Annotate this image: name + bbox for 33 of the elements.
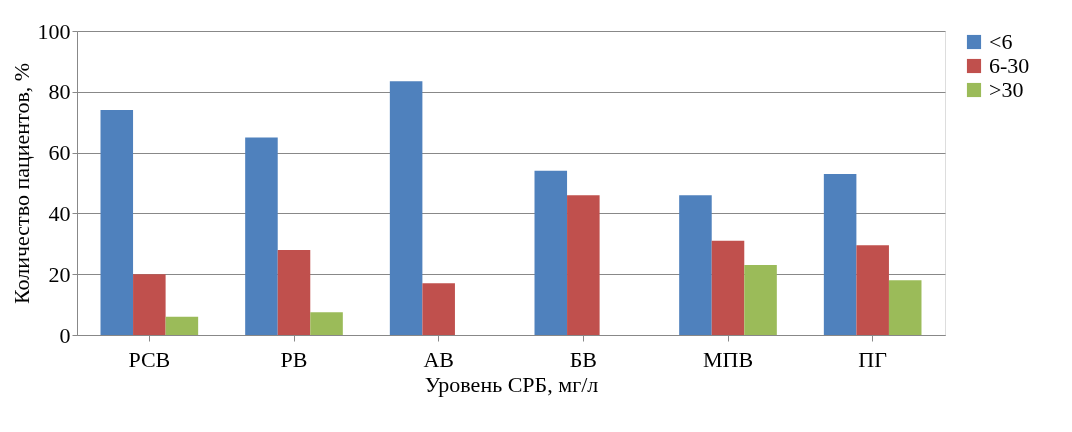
- bar: [534, 170, 568, 335]
- bar: [422, 283, 455, 335]
- bar: [711, 240, 745, 335]
- x-tick-label: БВ: [569, 346, 597, 372]
- bar: [165, 316, 199, 335]
- x-tick-label: РВ: [280, 346, 308, 372]
- bar: [310, 312, 343, 335]
- y-tick-label: 80: [48, 79, 71, 105]
- x-tick-label: ПГ: [858, 346, 888, 372]
- bar: [888, 280, 922, 335]
- x-tick-label: АВ: [423, 346, 454, 372]
- bar: [100, 110, 134, 335]
- bar: [679, 195, 712, 335]
- bar: [245, 137, 278, 335]
- x-tick-label: РСВ: [128, 346, 171, 372]
- y-tick-label: 100: [37, 18, 71, 44]
- bar: [389, 81, 423, 335]
- y-axis-title: Количество пациентов, %: [8, 62, 34, 305]
- y-tick-label: 60: [48, 140, 71, 166]
- legend-label: <6: [989, 29, 1013, 54]
- y-tick-label: 0: [59, 322, 71, 348]
- x-tick-label: МПВ: [702, 346, 754, 372]
- legend-label: 6-30: [989, 53, 1030, 78]
- bar: [744, 265, 777, 335]
- bar: [823, 173, 857, 335]
- y-tick-label: 20: [48, 261, 71, 287]
- y-tick-label: 40: [48, 200, 71, 226]
- bar: [277, 249, 311, 335]
- legend-label: >30: [989, 77, 1024, 102]
- bar: [567, 195, 600, 335]
- bar: [856, 245, 889, 335]
- x-axis-title: Уровень СРБ, мг/л: [424, 371, 599, 397]
- bar: [133, 274, 166, 335]
